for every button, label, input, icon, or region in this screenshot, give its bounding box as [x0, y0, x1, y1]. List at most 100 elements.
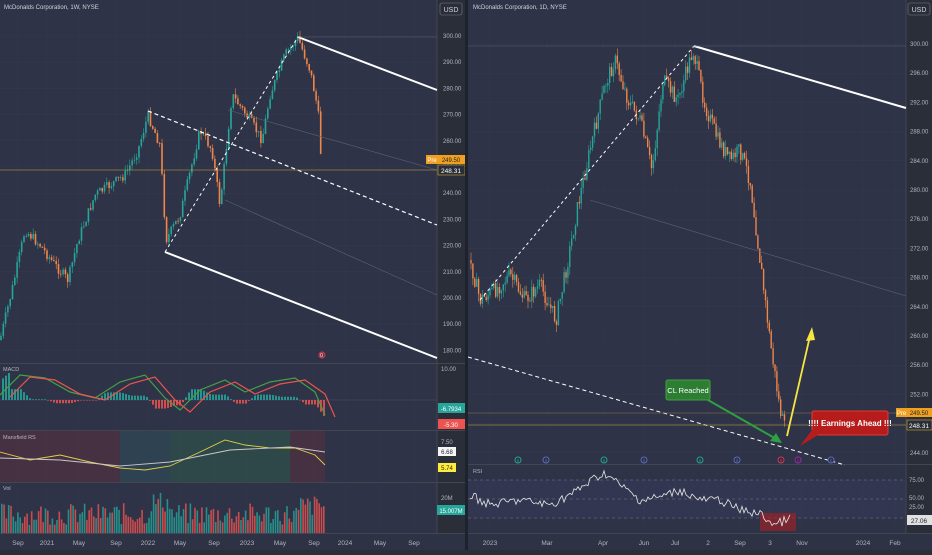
- candle: [250, 114, 253, 118]
- macd-histogram-bar: [167, 400, 169, 408]
- left-currency-label: USD: [444, 7, 459, 14]
- candle: [715, 123, 717, 137]
- volume-bar: [19, 517, 21, 533]
- candle: [27, 234, 30, 237]
- event-marker-icon[interactable]: [640, 456, 648, 464]
- event-marker-icon[interactable]: [827, 456, 835, 464]
- volume-bar: [145, 522, 148, 533]
- candle: [0, 335, 2, 340]
- cl-reached-callout[interactable]: [665, 379, 711, 401]
- volume-bar: [127, 516, 130, 533]
- candle: [115, 176, 117, 182]
- left-time-axis[interactable]: Sep 2021 May Sep 2022 May Sep 2023 May Sep 2024 May…: [12, 540, 420, 547]
- earnings-callout[interactable]: [811, 410, 889, 436]
- candle: [152, 126, 154, 129]
- candle: [538, 279, 541, 287]
- volume-bar: [224, 515, 226, 533]
- left-currency-button[interactable]: [439, 2, 463, 16]
- volume-bar: [316, 498, 318, 533]
- price-tick: 230.00: [443, 217, 462, 223]
- volume-bar: [168, 508, 171, 533]
- macd-histogram-bar: [113, 392, 115, 400]
- macd-histogram-bar: [323, 400, 325, 417]
- macd-histogram-bar: [308, 400, 310, 405]
- pitchfork-lower-line[interactable]: [164, 251, 438, 359]
- candle: [96, 190, 99, 195]
- candle: [39, 243, 41, 247]
- macd-histogram-bar: [149, 400, 151, 401]
- left-price-axis[interactable]: [437, 0, 465, 533]
- right-currency-button[interactable]: [907, 2, 931, 16]
- price-tick: 292.00: [910, 100, 929, 106]
- time-tick: Apr: [598, 540, 609, 547]
- event-marker-icon[interactable]: [777, 456, 785, 464]
- macd-histogram-bar: [59, 400, 61, 404]
- event-marker-icon[interactable]: [794, 456, 802, 464]
- right-price-axis[interactable]: [906, 0, 932, 533]
- volume-bar: [235, 516, 238, 533]
- candle: [609, 66, 611, 83]
- pane-divider[interactable]: [465, 0, 468, 550]
- right-time-axis[interactable]: 2023 Mar Apr Jun Jul 2 Sep 3 Nov 2024 Feb: [483, 540, 901, 547]
- rs-negative-zone: [290, 431, 325, 482]
- candle: [483, 295, 485, 297]
- event-marker-icon[interactable]: [542, 456, 550, 464]
- pitchfork-median-line[interactable]: [147, 110, 438, 226]
- event-marker-icon[interactable]: [696, 456, 704, 464]
- candle: [184, 190, 186, 201]
- volume-bar: [182, 509, 185, 533]
- volume-bar: [3, 504, 5, 533]
- volume-bar: [132, 519, 134, 533]
- marker-dot[interactable]: [318, 351, 326, 359]
- macd-histogram-bar: [14, 389, 16, 400]
- candle: [707, 116, 710, 122]
- candle: [648, 147, 651, 155]
- candle: [523, 291, 525, 298]
- event-marker-icon[interactable]: [514, 456, 522, 464]
- macd-histogram-bar: [20, 389, 22, 400]
- pitchfork-handle-line-daily[interactable]: [479, 45, 695, 301]
- event-markers[interactable]: 0 0 0 0 0 0 0 0 0: [514, 456, 835, 464]
- volume-bar: [228, 508, 231, 533]
- time-tick: Sep: [110, 540, 122, 547]
- volume-bar: [150, 511, 153, 533]
- candle: [690, 57, 693, 60]
- candle: [586, 168, 588, 180]
- event-marker-icon[interactable]: [600, 456, 608, 464]
- candle: [607, 82, 609, 86]
- volume-bar: [86, 519, 88, 533]
- candle: [612, 69, 615, 77]
- macd-histogram-bar: [104, 393, 106, 400]
- candle: [216, 168, 218, 182]
- candle: [504, 282, 506, 285]
- candle: [561, 292, 563, 299]
- macd-histogram-bar: [263, 394, 265, 400]
- price-tick: 284.00: [910, 159, 929, 165]
- left-chart-pane[interactable]: 0 McDonalds Corporation, 1W, NYSE USD 30…: [0, 0, 466, 547]
- candle: [506, 275, 508, 283]
- pitchfork-upper-line-daily[interactable]: [693, 45, 907, 109]
- pitchfork-median-line-daily[interactable]: [467, 356, 846, 466]
- volume-bar: [99, 518, 102, 533]
- macd-histogram-bar: [83, 400, 85, 401]
- volume-bar: [67, 509, 70, 533]
- volume-bar: [159, 492, 162, 533]
- volume-bar: [254, 515, 256, 533]
- macd-histogram-bar: [197, 389, 199, 400]
- macd-histogram-bar: [305, 400, 307, 405]
- mrs-ma-badge: [438, 463, 456, 472]
- volume-bar: [109, 512, 111, 533]
- candle: [582, 177, 584, 188]
- event-marker-label: 0: [830, 458, 833, 463]
- pitchfork-handle-line[interactable]: [164, 36, 299, 253]
- candle: [709, 114, 712, 122]
- candle: [781, 414, 784, 416]
- pitchfork-upper-line[interactable]: [297, 36, 438, 91]
- event-marker-icon[interactable]: [733, 456, 741, 464]
- candle: [48, 257, 51, 259]
- candle: [679, 93, 681, 95]
- candle: [496, 287, 499, 297]
- right-pre-label: Pre: [897, 411, 907, 417]
- volume-bar: [40, 506, 42, 533]
